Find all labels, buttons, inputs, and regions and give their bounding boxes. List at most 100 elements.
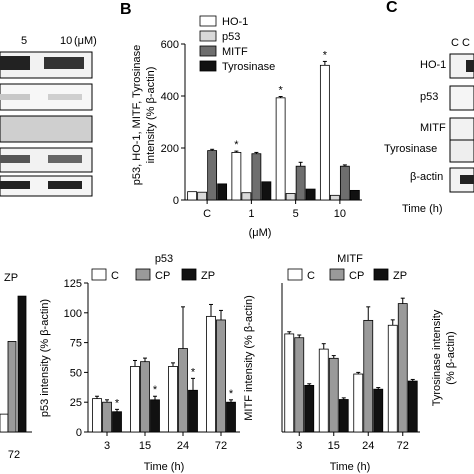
y-tick-label: 0 [173,195,179,207]
y-tick-label: 25 [70,397,82,409]
bar [295,165,306,201]
bar [407,380,418,433]
legend-swatch [373,268,389,281]
y-axis-label-line: (% β-actin) [445,331,457,384]
panel-label-c: C [386,0,398,16]
chart-title: p53 [155,253,173,265]
y-axis-label: MITF intensity (% β-actin) [243,295,255,421]
legend-swatch [199,60,217,72]
bar [217,183,228,201]
bar [387,324,398,433]
gel-strip [449,117,474,141]
chart-mitf: 3 15 24 72 MITF Time (h) MITF intensity (% β-a… [243,253,457,473]
gel-band [48,155,82,163]
gel-band [466,60,474,72]
bar [328,357,339,433]
gel-band [460,175,474,184]
bar [168,366,178,433]
x-tick-label: 10 [334,208,346,220]
legend-swatch [135,268,151,281]
legend-swatch [91,268,107,281]
bar [284,333,295,433]
gel-time-label: Time (h) [402,203,443,215]
legend-label: p53 [222,31,240,43]
chart-p53: 0 25 50 75 100 125 3 * 15 * 24 * 72 * p53 Time (h) p53 i… [39,253,240,473]
bar [329,194,340,201]
bar [305,188,316,201]
legend-label: MITF [222,46,248,58]
legend-label: ZP [393,270,407,282]
gel-row-label: MITF [420,122,446,134]
y-tick-label: 125 [64,278,82,290]
gel-strip [449,139,474,163]
y-axis-label-right: Tyrosinase intensity (% β-actin) [431,309,457,406]
gel-lane-label: 5 [21,35,27,47]
bar [7,341,17,433]
x-tick-label: 3 [296,440,302,452]
bar [187,191,198,201]
legend-swatch [181,268,197,281]
panel-label-b: B [120,1,132,18]
significance-marker: * [323,49,328,61]
significance-marker: * [234,139,239,151]
gel-strip [449,53,474,79]
gel-col-label: C [462,37,470,49]
chart-title: MITF [337,253,363,265]
significance-marker: * [191,366,196,378]
x-axis-label: Time (h) [144,461,185,473]
x-tick-label: 24 [362,440,374,452]
x-tick-label: 15 [328,440,340,452]
x-tick-label: 5 [293,208,299,220]
significance-marker: * [115,397,120,409]
y-tick-label: 50 [70,367,82,379]
bar [197,191,208,201]
bar [92,398,102,433]
gel-band [44,57,84,69]
legend-label: HO-1 [222,16,248,28]
y-axis-label: p53, HO-1, MITF, Tyrosinase intensity (% … [131,45,157,185]
legend-swatch [199,45,217,57]
x-tick-label: 72 [8,449,20,461]
bar [275,97,286,201]
x-axis-label: Time (h) [330,461,371,473]
gel-row-label: β-actin [410,171,443,183]
significance-marker: * [278,85,283,97]
gel-lane-label: 10 [60,35,72,47]
bar [285,193,296,201]
gel-band [0,56,30,70]
gel-band [48,181,82,189]
bar [112,411,122,433]
bar [140,361,150,433]
legend-swatch [199,15,217,27]
y-tick-label: 600 [161,39,179,51]
legend-swatch [287,268,303,281]
gel-row-label: HO-1 [420,59,446,71]
bar [339,165,350,201]
legend-swatch [329,268,345,281]
y-tick-label: 400 [161,91,179,103]
x-tick-label: 3 [104,440,110,452]
bar [363,319,374,433]
bar [241,192,252,201]
legend-label: ZP [201,270,215,282]
significance-marker: * [153,384,158,396]
bar [353,373,364,433]
x-tick-label: C [203,208,211,220]
bar [397,303,408,433]
gel-band [48,94,82,100]
bar [130,366,140,433]
legend-label: CP [349,270,364,282]
x-tick-label: 72 [215,440,227,452]
gel-left: 5 10 (μM) [0,35,97,197]
bar [216,319,226,433]
gel-right: C C C HO-1 p53 MITF Tyrosinase β-actin T… [384,0,474,215]
gel-band [0,94,30,100]
y-axis-label-line: Tyrosinase intensity [431,309,443,406]
legend-label: ZP [4,272,18,284]
bar [319,64,330,201]
gel-row-label: Tyrosinase [384,143,437,155]
bar [0,413,9,433]
bar [373,388,384,433]
legend-label: Tyrosinase [222,61,275,73]
